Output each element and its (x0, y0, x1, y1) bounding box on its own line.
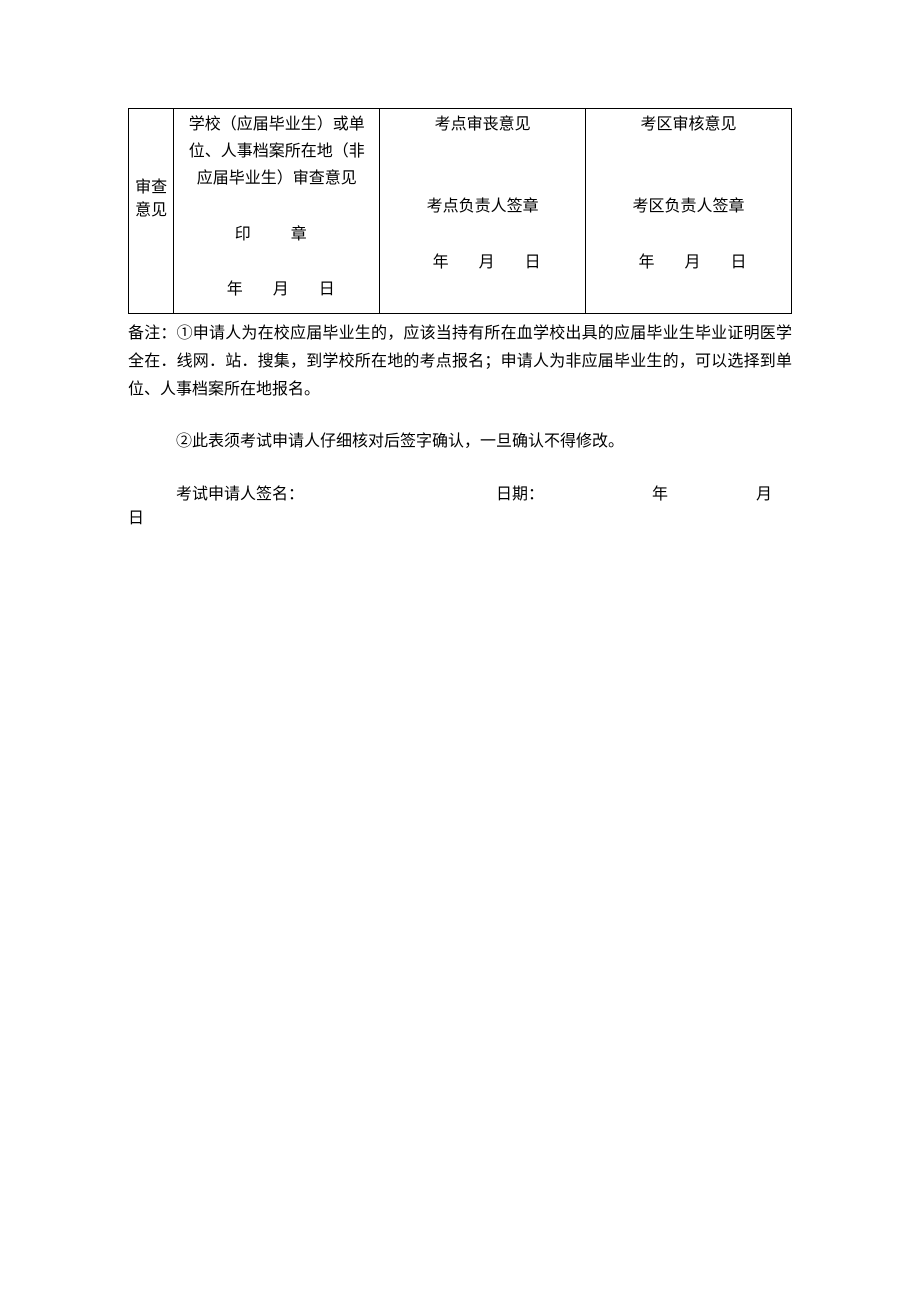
col3-signer: 考区负责人签章 (592, 193, 785, 220)
col2-year: 年 (433, 254, 449, 271)
notes-para2: ②此表须考试申请人仔细核对后签字确认，一旦确认不得修改。 (128, 428, 792, 456)
signature-month: 月 (756, 480, 772, 504)
col2-date-line: 年 月 日 (386, 249, 579, 276)
col2-month: 月 (479, 254, 495, 271)
col1-year: 年 (227, 281, 243, 298)
review-table: 审查 意见 学校（应届毕业生）或单 位、人事档案所在地（非 应届毕业生）审查意见… (128, 108, 792, 314)
col1-header-line2: 位、人事档案所在地（非 (180, 138, 373, 165)
col3-year: 年 (639, 254, 655, 271)
signature-day: 日 (128, 504, 792, 528)
col3-header: 考区审核意见 (592, 111, 785, 138)
col2-day: 日 (525, 254, 541, 271)
exam-district-review-cell: 考区审核意见 考区负责人签章 年 月 日 (586, 109, 792, 314)
col1-header-line1: 学校（应届毕业生）或单 (180, 111, 373, 138)
table-row: 审查 意见 学校（应届毕业生）或单 位、人事档案所在地（非 应届毕业生）审查意见… (129, 109, 792, 314)
col1-seal: 印 章 (180, 221, 373, 248)
row-label-bottom: 意见 (131, 200, 171, 222)
signature-date-label: 日期： (496, 480, 544, 504)
exam-point-review-cell: 考点审丧意见 考点负责人签章 年 月 日 (380, 109, 586, 314)
col1-month: 月 (273, 281, 289, 298)
col3-day: 日 (731, 254, 747, 271)
signature-name-label: 考试申请人签名： (176, 480, 304, 504)
col2-header: 考点审丧意见 (386, 111, 579, 138)
row-label-top: 审查 (131, 177, 171, 199)
document-page: 审查 意见 学校（应届毕业生）或单 位、人事档案所在地（非 应届毕业生）审查意见… (0, 0, 920, 528)
col1-header-line3: 应届毕业生）审查意见 (180, 165, 373, 192)
col1-day: 日 (319, 281, 335, 298)
col1-date-line: 年 月 日 (180, 276, 373, 303)
col3-date-line: 年 月 日 (592, 249, 785, 276)
row-label-cell: 审查 意见 (129, 109, 174, 314)
signature-year: 年 (652, 480, 668, 504)
school-review-cell: 学校（应届毕业生）或单 位、人事档案所在地（非 应届毕业生）审查意见 印 章 年… (174, 109, 380, 314)
notes-section: 备注：①申请人为在校应届毕业生的，应该当持有所在血学校出具的应届毕业生毕业证明医… (128, 320, 792, 456)
col3-month: 月 (685, 254, 701, 271)
notes-para1: 备注：①申请人为在校应届毕业生的，应该当持有所在血学校出具的应届毕业生毕业证明医… (128, 320, 792, 404)
col2-signer: 考点负责人签章 (386, 193, 579, 220)
signature-block: 考试申请人签名： 日期： 年 月 日 (128, 480, 792, 528)
